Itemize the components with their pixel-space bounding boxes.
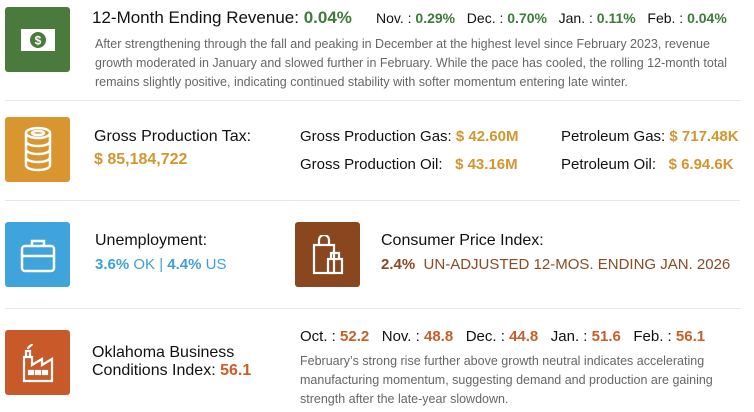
month-label: Feb. : — [647, 10, 684, 26]
month-label: Nov. : — [376, 10, 412, 26]
ok-suffix: OK | — [133, 256, 164, 273]
cpi-values: 2.4% UN-ADJUSTED 12-MOS. ENDING JAN. 202… — [381, 256, 730, 273]
month-value: 0.11% — [596, 10, 636, 26]
item-label: Gross Production Gas: — [300, 128, 452, 145]
unemployment-values: 3.6% OK | 4.4% US — [95, 256, 227, 273]
factory-icon — [5, 330, 70, 395]
obci-label-line1: Oklahoma Business — [92, 344, 235, 361]
revenue-value: 0.04% — [303, 8, 352, 27]
us-rate: 4.4% — [167, 256, 202, 273]
month-value: 0.04% — [687, 10, 727, 26]
dollar-bill-icon: $ — [5, 7, 70, 72]
gpt-gas: Gross Production Gas: $ 42.60M — [300, 128, 518, 145]
month-label: Feb. : — [633, 328, 672, 345]
month-label: Dec. : — [465, 328, 505, 345]
revenue-description: After strengthening through the fall and… — [95, 37, 728, 89]
obci-label: Conditions Index: — [92, 362, 216, 379]
month-label: Jan. : — [558, 10, 593, 26]
obci-label-line2: Conditions Index: 56.1 — [92, 362, 251, 380]
cpi-value: 2.4% — [381, 256, 416, 273]
month-label: Oct. : — [300, 328, 336, 345]
us-suffix: US — [205, 256, 227, 273]
grocery-bag-icon — [295, 222, 360, 287]
divider — [5, 308, 740, 309]
gpt-label: Gross Production Tax: — [94, 128, 252, 145]
month-value: 0.70% — [507, 10, 547, 26]
obci-months: Oct. : 52.2 Nov. : 48.8 Dec. : 44.8 Jan.… — [300, 328, 705, 345]
divider — [5, 100, 740, 101]
item-label: Petroleum Gas: — [561, 128, 666, 145]
month-label: Jan. : — [550, 328, 588, 345]
month-value: 48.8 — [423, 328, 454, 345]
briefcase-icon — [5, 222, 70, 287]
month-value: 56.1 — [675, 328, 706, 345]
item-value: $ 42.60M — [455, 128, 519, 145]
petroleum-oil: Petroleum Oil: $ 6.94.6K — [561, 156, 734, 173]
month-value: 52.2 — [340, 328, 370, 345]
gpt-oil: Gross Production Oil: $ 43.16M — [300, 156, 518, 173]
revenue-label: 12-Month Ending Revenue: — [92, 8, 299, 27]
obci-value: 56.1 — [220, 362, 252, 379]
cpi-note: UN-ADJUSTED 12-MOS. ENDING JAN. 2026 — [423, 256, 731, 273]
month-label: Nov. : — [381, 328, 420, 345]
revenue-header: 12-Month Ending Revenue: 0.04% — [92, 8, 352, 28]
month-value: 51.6 — [591, 328, 621, 345]
item-value: $ 6.94.6K — [668, 156, 734, 173]
item-label: Gross Production Oil: — [300, 156, 443, 173]
revenue-months: Nov. : 0.29% Dec. : 0.70% Jan. : 0.11% F… — [376, 10, 727, 26]
month-value: 44.8 — [509, 328, 539, 345]
item-value: $ 717.48K — [669, 128, 739, 145]
cpi-label: Consumer Price Index: — [381, 232, 544, 249]
gpt-value: $ 85,184,722 — [94, 151, 188, 168]
svg-text:$: $ — [34, 33, 41, 47]
obci-description: February’s strong rise further above gro… — [300, 354, 713, 406]
item-label: Petroleum Oil: — [561, 156, 657, 173]
month-label: Dec. : — [466, 10, 504, 26]
petroleum-gas: Petroleum Gas: $ 717.48K — [561, 128, 739, 145]
coin-stack-icon — [5, 117, 70, 182]
item-value: $ 43.16M — [455, 156, 518, 173]
unemployment-label: Unemployment: — [95, 232, 208, 249]
ok-rate: 3.6% — [95, 256, 130, 273]
divider — [5, 200, 740, 201]
month-value: 0.29% — [415, 10, 456, 26]
